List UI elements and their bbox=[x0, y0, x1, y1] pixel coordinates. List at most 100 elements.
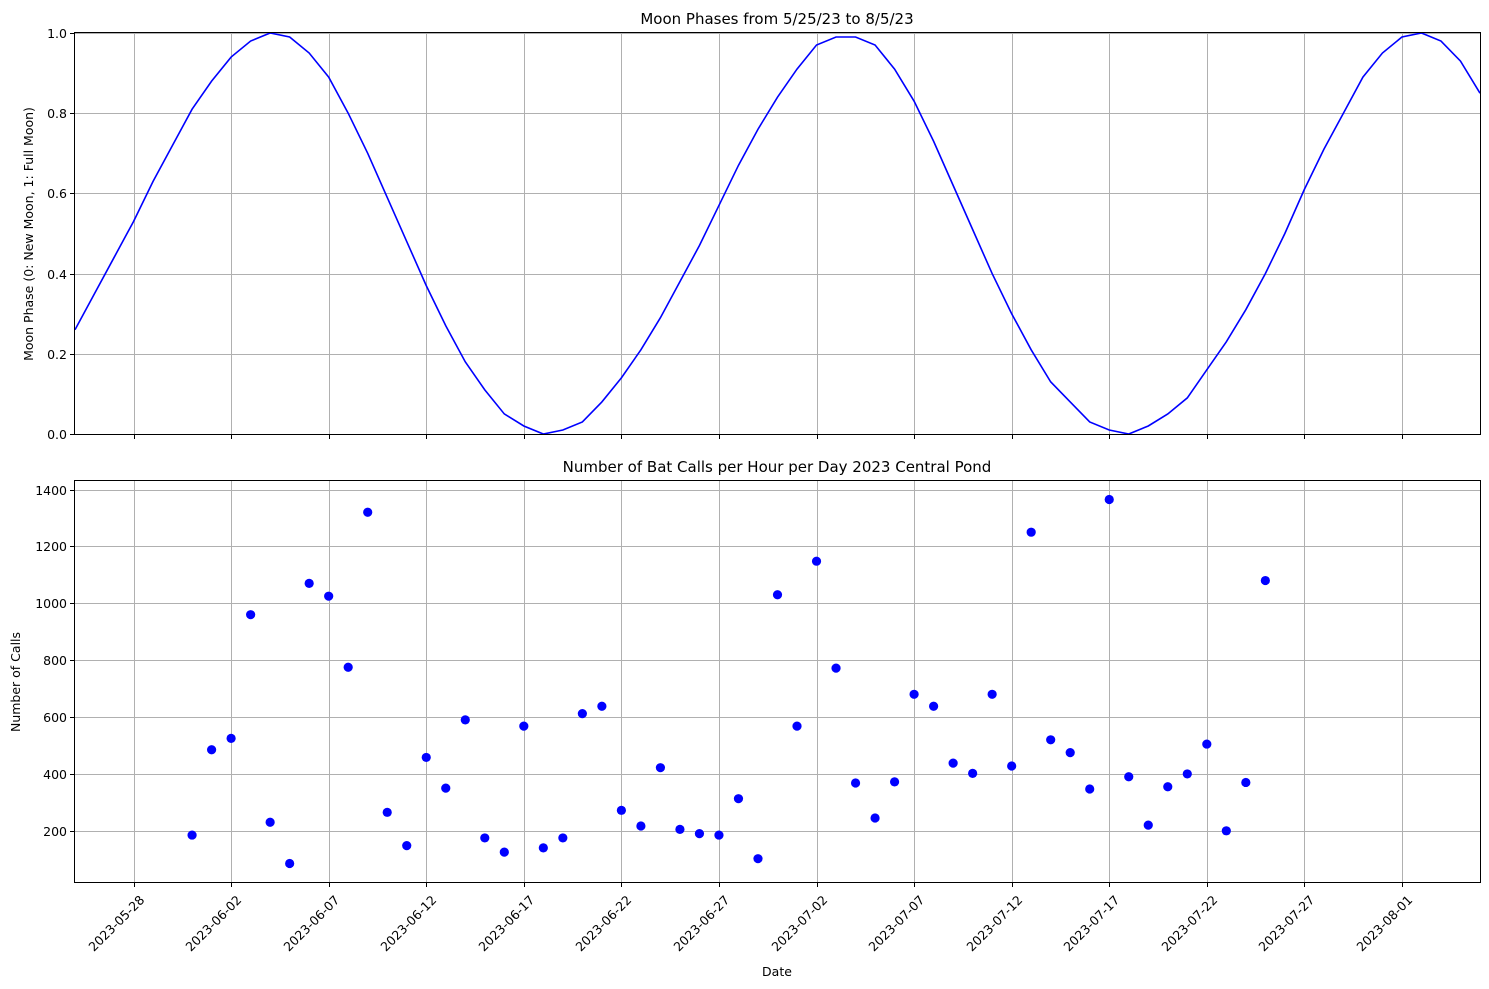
bat-calls-y-tick-label: 600 bbox=[43, 710, 67, 725]
bat-calls-point bbox=[226, 733, 236, 743]
moon-phase-grid bbox=[75, 33, 1480, 435]
bat-calls-point bbox=[1124, 772, 1134, 782]
moon-phase-y-label: Moon Phase (0: New Moon, 1: Full Moon) bbox=[21, 107, 36, 361]
bat-calls-point bbox=[792, 721, 802, 731]
bat-calls-x-ticks: 2023-05-28 2023-06-02 2023-06-07 2023-06-12… bbox=[85, 882, 1415, 954]
bat-calls-y-tick-label: 400 bbox=[43, 767, 67, 782]
bat-calls-point bbox=[421, 752, 431, 763]
bat-calls-point bbox=[1241, 777, 1251, 788]
bat-calls-point bbox=[753, 854, 763, 864]
bat-calls-axes-frame bbox=[74, 480, 1481, 883]
moon-phase-y-tick-label: 0.0 bbox=[47, 427, 67, 442]
bat-calls-x-tick-label: 2023-08-01 bbox=[1353, 892, 1415, 954]
bat-calls-point bbox=[519, 721, 529, 731]
bat-calls-x-tick-label: 2023-07-07 bbox=[865, 892, 927, 954]
bat-calls-x-tick-label: 2023-06-07 bbox=[280, 892, 342, 954]
moon-phase-line bbox=[74, 32, 1481, 435]
bat-calls-point bbox=[480, 833, 490, 843]
bat-calls-point bbox=[577, 709, 587, 719]
bat-calls-point bbox=[831, 663, 841, 673]
moon-phase-x-ticks bbox=[134, 434, 1403, 439]
bat-calls-point bbox=[1026, 527, 1036, 537]
bat-calls-y-ticks: 200 400 600 800 1000 1200 1400 bbox=[35, 483, 75, 839]
bat-calls-point bbox=[382, 807, 392, 817]
moon-phase-panel: 0.0 0.2 0.4 0.6 0.8 1.0 Moon Phases from 5/25… bbox=[21, 10, 1481, 442]
bat-calls-y-tick-label: 800 bbox=[43, 653, 67, 668]
bat-calls-point bbox=[616, 805, 626, 815]
bat-calls-grid bbox=[75, 481, 1480, 882]
bat-calls-x-tick-label: 2023-07-27 bbox=[1255, 892, 1317, 954]
bat-calls-point bbox=[1182, 769, 1192, 779]
bat-calls-point bbox=[441, 783, 451, 793]
bat-calls-point bbox=[850, 778, 861, 788]
bat-calls-point bbox=[1046, 735, 1056, 745]
bat-calls-point bbox=[636, 821, 646, 831]
bat-calls-point bbox=[772, 590, 783, 600]
bat-calls-point bbox=[870, 813, 880, 823]
bat-calls-point bbox=[285, 858, 295, 869]
bat-calls-y-tick-label: 1400 bbox=[35, 483, 67, 498]
moon-phase-axes-frame bbox=[74, 32, 1481, 435]
moon-phase-y-tick-label: 0.4 bbox=[47, 267, 67, 282]
bat-calls-point bbox=[1104, 494, 1114, 505]
bat-calls-point bbox=[1163, 782, 1173, 792]
bat-calls-point bbox=[304, 578, 314, 588]
bat-calls-point bbox=[363, 507, 373, 517]
bat-calls-title: Number of Bat Calls per Hour per Day 202… bbox=[563, 458, 992, 476]
bat-calls-y-tick-label: 200 bbox=[43, 824, 67, 839]
moon-phase-y-ticks: 0.0 0.2 0.4 0.6 0.8 1.0 bbox=[47, 26, 75, 442]
bat-calls-point bbox=[207, 745, 217, 755]
bat-calls-x-tick-label: 2023-07-22 bbox=[1158, 892, 1220, 954]
bat-calls-point bbox=[343, 662, 353, 672]
moon-phase-y-tick-label: 1.0 bbox=[47, 26, 67, 41]
bat-calls-point bbox=[402, 841, 412, 851]
bat-calls-point bbox=[1143, 820, 1153, 830]
bat-calls-x-tick-label: 2023-07-12 bbox=[963, 892, 1025, 954]
bat-calls-point bbox=[948, 758, 958, 768]
bat-calls-point bbox=[929, 701, 939, 711]
bat-calls-point bbox=[811, 556, 822, 566]
bat-calls-point bbox=[968, 768, 978, 778]
bat-calls-point bbox=[1085, 784, 1095, 794]
bat-calls-x-tick-label: 2023-06-12 bbox=[377, 892, 439, 954]
bat-calls-point bbox=[1202, 739, 1212, 749]
moon-phase-y-tick-label: 0.8 bbox=[47, 106, 67, 121]
bat-calls-points bbox=[187, 494, 1270, 869]
moon-phase-title: Moon Phases from 5/25/23 to 8/5/23 bbox=[640, 10, 913, 28]
bat-calls-x-tick-label: 2023-06-22 bbox=[572, 892, 634, 954]
moon-phase-y-tick-label: 0.2 bbox=[47, 347, 67, 362]
bat-calls-point bbox=[246, 610, 256, 620]
bat-calls-x-tick-label: 2023-06-17 bbox=[475, 892, 537, 954]
bat-calls-point bbox=[597, 701, 607, 711]
bat-calls-point bbox=[733, 794, 744, 804]
bat-calls-point bbox=[499, 847, 509, 857]
bat-calls-x-tick-label: 2023-07-02 bbox=[768, 892, 830, 954]
bat-calls-x-tick-label: 2023-07-17 bbox=[1060, 892, 1122, 954]
bat-calls-point bbox=[1007, 761, 1017, 771]
bat-calls-point bbox=[694, 829, 705, 839]
bat-calls-point bbox=[324, 591, 334, 601]
bat-calls-point bbox=[675, 824, 685, 834]
bat-calls-point bbox=[909, 689, 919, 699]
bat-calls-x-tick-label: 2023-06-02 bbox=[182, 892, 244, 954]
bat-calls-x-label: Date bbox=[762, 964, 792, 979]
bat-calls-y-label: Number of Calls bbox=[8, 632, 23, 732]
bat-calls-point bbox=[1221, 826, 1231, 836]
bat-calls-point bbox=[460, 715, 470, 725]
bat-calls-point bbox=[889, 777, 900, 787]
bat-calls-y-tick-label: 1000 bbox=[35, 596, 67, 611]
bat-calls-point bbox=[187, 830, 197, 840]
moon-phase-y-tick-label: 0.6 bbox=[47, 186, 67, 201]
bat-calls-point bbox=[655, 763, 666, 773]
bat-calls-point bbox=[1260, 575, 1270, 586]
bat-calls-point bbox=[538, 843, 548, 853]
bat-calls-point bbox=[558, 833, 568, 843]
bat-calls-x-tick-label: 2023-06-27 bbox=[670, 892, 732, 954]
bat-calls-point bbox=[265, 817, 275, 827]
bat-calls-y-tick-label: 1200 bbox=[35, 539, 67, 554]
bat-calls-point bbox=[1065, 748, 1075, 758]
bat-calls-point bbox=[714, 830, 724, 840]
bat-calls-x-tick-label: 2023-05-28 bbox=[85, 892, 147, 954]
